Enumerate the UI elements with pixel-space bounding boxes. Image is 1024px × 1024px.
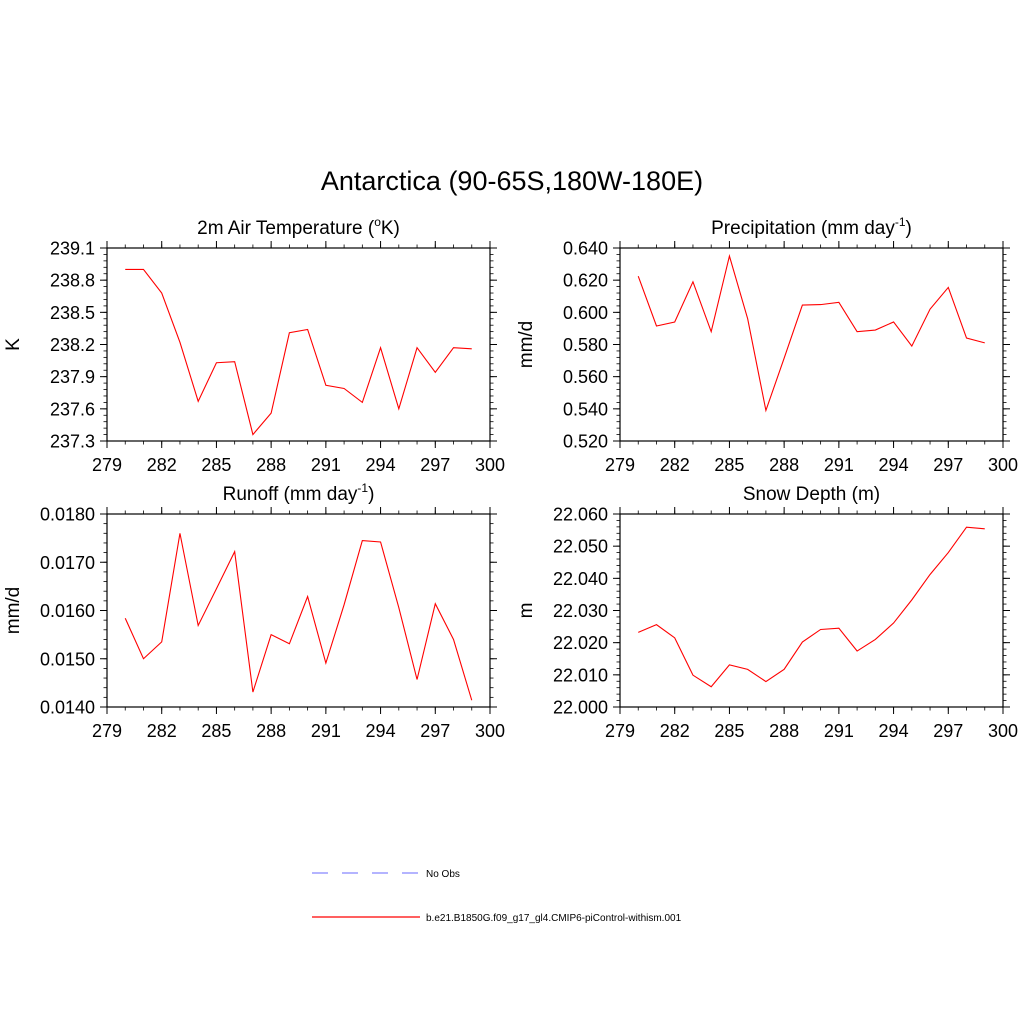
y-axis-label: m <box>516 603 537 619</box>
x-tick-label: 291 <box>311 721 341 741</box>
chart-panel-4: 279 282 285 288 291 294 297 300 22.000 22.010 22.0… <box>516 484 1018 741</box>
y-axis-label: mm/d <box>3 587 24 635</box>
y-tick-label: 22.020 <box>553 633 608 653</box>
x-tick-label: 297 <box>933 721 963 741</box>
x-tick-label: 288 <box>769 455 799 475</box>
x-tick-label: 297 <box>420 721 450 741</box>
y-tick-label: 22.060 <box>553 505 608 525</box>
series-line <box>637 253 985 413</box>
x-tick-label: 300 <box>475 455 505 475</box>
y-tick-label: 22.010 <box>553 665 608 685</box>
x-tick-label: 294 <box>366 721 396 741</box>
figure-title: Antarctica (90-65S,180W-180E) <box>320 166 704 196</box>
y-tick-label: 0.0150 <box>40 649 95 669</box>
y-tick-label: 238.2 <box>50 335 95 355</box>
panel-title: Runoff (mm day-1) <box>223 481 375 505</box>
legend-label: b.e21.B1850G.f09_g17_gl4.CMIP6-piControl… <box>426 913 682 924</box>
x-tick-label: 282 <box>660 455 690 475</box>
y-tick-label: 0.580 <box>563 335 608 355</box>
x-tick-label: 282 <box>147 455 177 475</box>
x-tick-label: 291 <box>824 721 854 741</box>
y-tick-label: 0.0180 <box>40 505 95 525</box>
series-line <box>124 533 473 701</box>
y-tick-label: 0.0170 <box>40 553 95 573</box>
x-tick-label: 300 <box>475 721 505 741</box>
y-tick-label: 237.3 <box>50 432 95 452</box>
legend-label: No Obs <box>426 869 460 880</box>
x-tick-label: 291 <box>311 455 341 475</box>
x-tick-label: 282 <box>147 721 177 741</box>
y-tick-label: 239.1 <box>50 239 95 259</box>
chart-panel-3: 279 282 285 288 291 294 297 300 0.0140 0.0150 0.01… <box>3 481 505 741</box>
y-tick-label: 0.640 <box>563 239 608 259</box>
y-tick-label: 0.0140 <box>40 698 95 718</box>
y-tick-label: 0.620 <box>563 271 608 291</box>
x-tick-label: 279 <box>92 721 122 741</box>
plot-frame <box>619 513 1004 708</box>
series-line <box>125 268 472 436</box>
x-tick-label: 297 <box>933 455 963 475</box>
x-tick-label: 285 <box>714 721 744 741</box>
x-tick-label: 288 <box>769 721 799 741</box>
y-tick-label: 22.000 <box>553 698 608 718</box>
x-tick-label: 279 <box>92 455 122 475</box>
plot-frame <box>106 513 491 708</box>
x-tick-label: 297 <box>420 455 450 475</box>
x-tick-label: 285 <box>201 721 231 741</box>
x-tick-label: 300 <box>988 721 1018 741</box>
chart-panel-2: 279 282 285 288 291 294 297 300 0.520 0.540 0.560 0… <box>516 215 1018 475</box>
legend: No Obs b.e21.B1850G.f09_g17_gl4.CMIP6-piC… <box>312 869 682 924</box>
x-tick-label: 294 <box>879 721 909 741</box>
y-tick-label: 22.050 <box>553 537 608 557</box>
y-tick-label: 22.040 <box>553 569 608 589</box>
y-tick-label: 22.030 <box>553 601 608 621</box>
y-tick-label: 238.8 <box>50 271 95 291</box>
y-axis-label: K <box>3 338 24 351</box>
y-tick-label: 0.540 <box>563 399 608 419</box>
chart-panels: 279 282 285 288 291 294 297 300 237.3 237.6 237.9 2… <box>3 215 1018 741</box>
x-tick-label: 291 <box>824 455 854 475</box>
y-tick-label: 0.560 <box>563 367 608 387</box>
x-tick-label: 300 <box>988 455 1018 475</box>
legend-item: b.e21.B1850G.f09_g17_gl4.CMIP6-piControl… <box>312 913 682 924</box>
y-tick-label: 0.0160 <box>40 601 95 621</box>
y-tick-label: 0.520 <box>563 432 608 452</box>
chart-panel-1: 279 282 285 288 291 294 297 300 237.3 237.6 237.9 2… <box>3 215 505 475</box>
panel-title: Snow Depth (m) <box>743 484 880 505</box>
y-tick-label: 237.6 <box>50 399 95 419</box>
series-line <box>638 526 985 688</box>
x-tick-label: 294 <box>366 455 396 475</box>
plot-frame <box>619 247 1004 442</box>
x-tick-label: 282 <box>660 721 690 741</box>
y-tick-label: 238.5 <box>50 303 95 323</box>
x-tick-label: 294 <box>879 455 909 475</box>
panel-title: Precipitation (mm day-1) <box>711 215 912 239</box>
x-tick-label: 285 <box>714 455 744 475</box>
panel-title: 2m Air Temperature (oK) <box>197 215 400 239</box>
legend-item: No Obs <box>312 869 460 880</box>
y-axis-label: mm/d <box>516 321 537 369</box>
y-tick-label: 237.9 <box>50 367 95 387</box>
x-tick-label: 288 <box>256 721 286 741</box>
y-tick-label: 0.600 <box>563 303 608 323</box>
plot-frame <box>106 247 491 442</box>
x-tick-label: 285 <box>201 455 231 475</box>
x-tick-label: 279 <box>605 455 635 475</box>
x-tick-label: 279 <box>605 721 635 741</box>
x-tick-label: 288 <box>256 455 286 475</box>
